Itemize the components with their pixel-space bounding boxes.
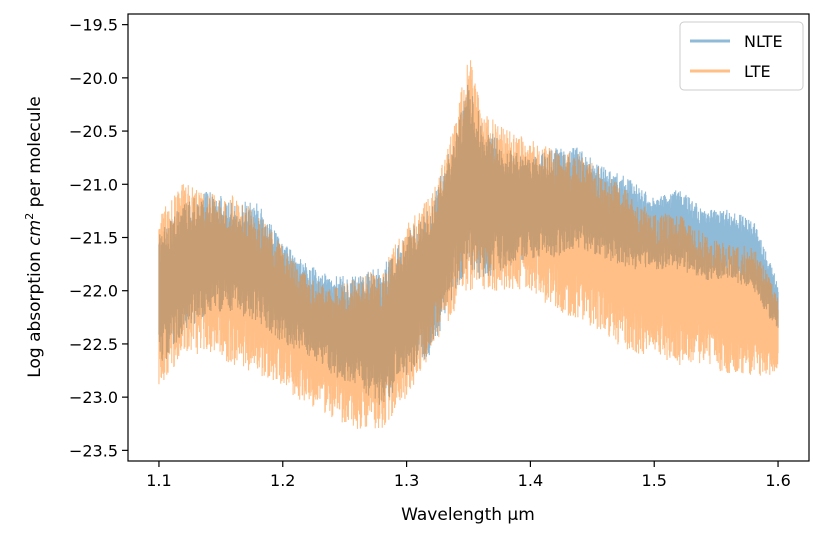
x-tick-label: 1.3	[394, 471, 419, 490]
x-tick-label: 1.6	[765, 471, 790, 490]
legend-box	[679, 21, 804, 91]
y-tick-label: −21.0	[69, 175, 118, 194]
y-tick-label: −23.5	[69, 441, 118, 460]
y-tick-label: −22.5	[69, 335, 118, 354]
legend: NLTE LTE	[679, 21, 804, 91]
x-axis-title: Wavelength μm	[401, 505, 535, 525]
y-axis-title-unit: cm	[25, 220, 45, 246]
x-tick-label: 1.5	[642, 471, 667, 490]
x-tick-label: 1.4	[518, 471, 543, 490]
x-axis: 1.1 1.2 1.3 1.4 1.5 1.6	[146, 461, 791, 490]
x-tick-label: 1.1	[146, 471, 171, 490]
y-tick-label: −20.0	[69, 69, 118, 88]
legend-label-lte: LTE	[744, 62, 771, 81]
y-tick-label: −20.5	[69, 122, 118, 141]
x-tick-label: 1.2	[270, 471, 295, 490]
y-tick-label: −22.0	[69, 282, 118, 301]
y-axis-title-post: per molecule	[25, 96, 45, 213]
y-axis-title-pre: Log absorption	[25, 246, 45, 378]
y-tick-label: −21.5	[69, 229, 118, 248]
legend-label-nlte: NLTE	[744, 32, 783, 51]
y-axis-title-sup: 2	[23, 213, 36, 220]
series-lte	[158, 60, 779, 429]
series-layer	[158, 60, 779, 429]
y-axis: −19.5 −20.0 −20.5 −21.0 −21.5 −22.0 −22.5 −23.0…	[69, 16, 128, 460]
y-tick-label: −19.5	[69, 16, 118, 35]
y-axis-title: Log absorption cm2 per molecule	[23, 96, 45, 377]
y-tick-label: −23.0	[69, 388, 118, 407]
